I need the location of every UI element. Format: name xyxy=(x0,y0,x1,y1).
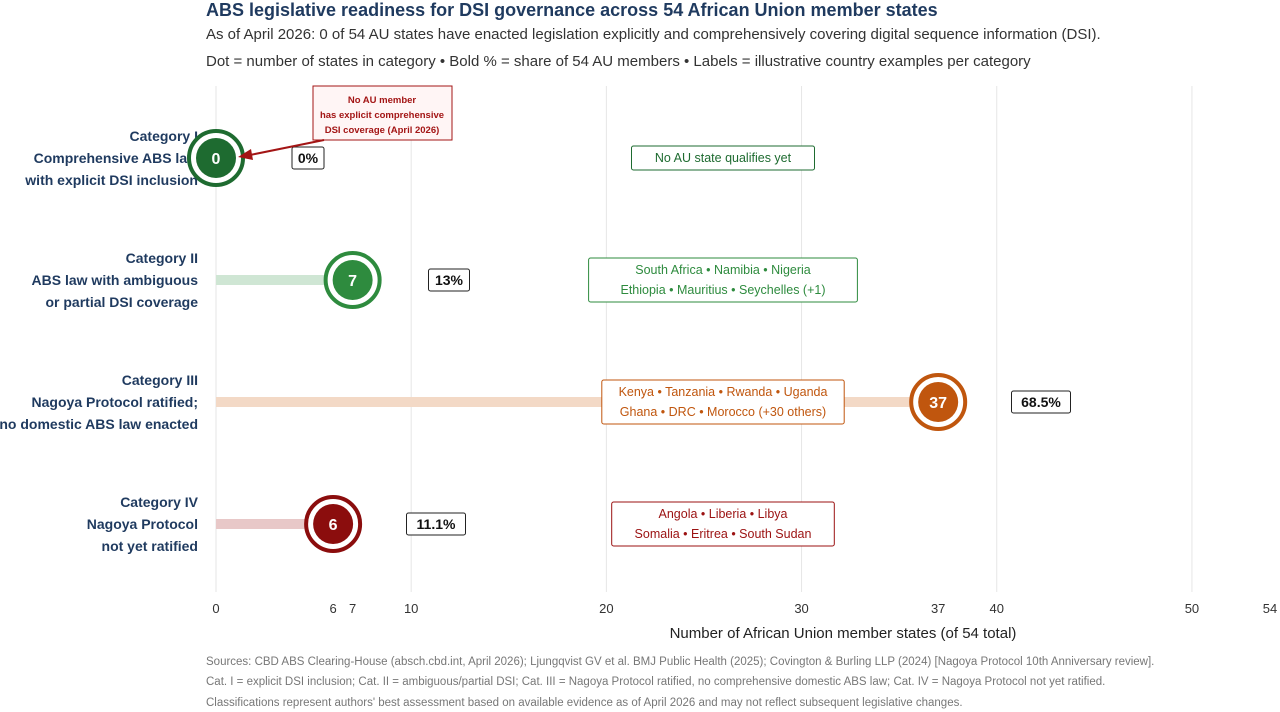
example-countries: Kenya • Tanzania • Rwanda • Uganda xyxy=(619,385,828,399)
example-countries: No AU state qualifies yet xyxy=(655,151,792,165)
category-label: Category II xyxy=(126,250,198,266)
x-tick-label: 37 xyxy=(931,601,945,616)
x-tick-label: 6 xyxy=(329,601,336,616)
x-tick-label: 20 xyxy=(599,601,613,616)
x-tick-label: 40 xyxy=(990,601,1004,616)
chart-subtitle: As of April 2026: 0 of 54 AU states have… xyxy=(206,26,1101,43)
annotation-box xyxy=(312,85,453,141)
example-countries: Ghana • DRC • Morocco (+30 others) xyxy=(620,405,826,419)
percent-box xyxy=(406,512,466,536)
x-tick-label: 30 xyxy=(794,601,808,616)
x-tick-label: 10 xyxy=(404,601,418,616)
x-axis-title: Number of African Union member states (o… xyxy=(670,625,1017,642)
example-countries: Somalia • Eritrea • South Sudan xyxy=(635,527,812,541)
source-line-2: Cat. I = explicit DSI inclusion; Cat. II… xyxy=(206,676,1106,688)
dot-value-label: 37 xyxy=(929,395,947,412)
annotation-text: No AU member xyxy=(348,95,417,106)
category-label: Nagoya Protocol ratified; xyxy=(32,394,198,410)
lollipop-stem xyxy=(216,275,353,285)
x-tick-label: 7 xyxy=(349,601,356,616)
lollipop-stem xyxy=(216,519,334,529)
category-label: Nagoya Protocol xyxy=(87,516,198,532)
example-countries: South Africa • Namibia • Nigeria xyxy=(635,263,811,277)
example-box xyxy=(611,501,835,547)
percent-box xyxy=(428,268,470,292)
category-label: Comprehensive ABS law xyxy=(34,150,199,166)
example-countries: Angola • Liberia • Libya xyxy=(659,507,788,521)
dot xyxy=(918,382,959,422)
category-label: ABS law with ambiguous xyxy=(32,272,199,288)
category-label: Category I xyxy=(130,128,198,144)
percent-label: 68.5% xyxy=(1021,394,1061,410)
percent-box xyxy=(1011,390,1071,414)
category-label: Category III xyxy=(122,372,198,388)
dot-value-label: 0 xyxy=(212,151,221,168)
category-label: Category IV xyxy=(120,494,198,510)
x-tick-label: 0 xyxy=(212,601,219,616)
example-box xyxy=(631,145,815,171)
category-label: not yet ratified xyxy=(102,538,198,554)
chart-title: ABS legislative readiness for DSI govern… xyxy=(206,0,938,20)
legend-note: Dot = number of states in category • Bol… xyxy=(206,53,1031,70)
x-tick-label: 50 xyxy=(1185,601,1199,616)
percent-label: 11.1% xyxy=(417,516,456,532)
percent-box xyxy=(291,146,325,170)
annotation-arrow xyxy=(249,139,325,156)
percent-label: 13% xyxy=(435,272,464,288)
dot-value-label: 7 xyxy=(348,273,357,290)
annotation-text: DSI coverage (April 2026) xyxy=(325,125,440,136)
dot-value-label: 6 xyxy=(329,517,338,534)
example-box xyxy=(588,257,858,303)
lollipop-stem xyxy=(216,397,939,407)
annotation-arrowhead xyxy=(238,149,253,160)
annotation-text: has explicit comprehensive xyxy=(320,110,444,121)
percent-label: 0% xyxy=(298,150,319,166)
example-box xyxy=(601,379,845,425)
dot xyxy=(196,138,236,178)
source-line-3: Classifications represent authors' best … xyxy=(206,697,963,709)
dot xyxy=(332,260,373,300)
example-countries: Ethiopia • Mauritius • Seychelles (+1) xyxy=(620,283,825,297)
category-label: with explicit DSI inclusion xyxy=(24,172,198,188)
source-line-1: Sources: CBD ABS Clearing-House (absch.c… xyxy=(206,656,1155,668)
category-label: no domestic ABS law enacted xyxy=(0,416,198,432)
category-label: or partial DSI coverage xyxy=(45,294,198,310)
x-tick-label: 54 xyxy=(1263,601,1277,616)
dot xyxy=(313,504,354,544)
